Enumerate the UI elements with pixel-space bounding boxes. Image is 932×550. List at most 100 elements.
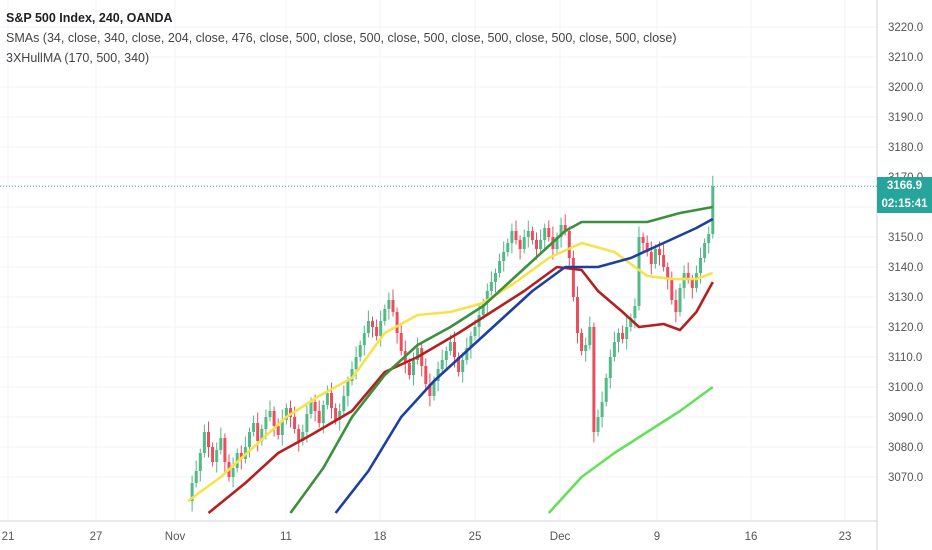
candle-body	[264, 417, 268, 429]
y-tick-label: 3220.0	[888, 22, 923, 34]
candle-body	[424, 366, 428, 384]
y-tick-label: 3080.0	[888, 442, 923, 454]
candle-body	[362, 333, 366, 345]
y-tick-label: 3110.0	[888, 352, 922, 364]
candle-body	[629, 318, 633, 327]
candle-body	[489, 282, 493, 291]
ma-line-34	[187, 241, 714, 503]
candle-body	[707, 234, 711, 243]
candle-body	[207, 432, 210, 447]
candle-body	[190, 483, 194, 501]
candle-body	[485, 291, 489, 303]
x-tick-label: 27	[90, 531, 103, 543]
candle-body	[284, 408, 288, 420]
x-tick-label: 11	[280, 531, 292, 543]
candle-body	[342, 396, 346, 411]
candle-body	[289, 408, 292, 417]
y-tick-label: 3120.0	[888, 322, 923, 334]
x-tick-label: Dec	[550, 531, 571, 543]
candle-body	[453, 342, 456, 357]
candle-body	[260, 429, 264, 441]
candle-body	[412, 360, 415, 375]
candle-body	[366, 321, 370, 333]
candle-body	[506, 243, 510, 252]
candle-body	[653, 249, 657, 264]
x-tick-label: 23	[839, 531, 852, 543]
candle-body	[321, 405, 325, 423]
candle-body	[563, 225, 567, 231]
candle-body	[444, 351, 448, 360]
candle-body	[383, 309, 387, 321]
candle-body	[596, 417, 600, 432]
candle-body	[592, 327, 596, 432]
candle-body	[399, 333, 403, 351]
candle-body	[498, 261, 502, 273]
x-tick-label: 9	[654, 531, 660, 543]
candle-body	[694, 273, 698, 288]
candle-body	[526, 231, 530, 237]
candle-body	[395, 312, 399, 333]
candle-body	[502, 252, 506, 261]
x-tick-label: 18	[374, 531, 387, 543]
bar-countdown-tag: 02:15:41	[877, 195, 932, 214]
candle-body	[567, 231, 571, 258]
hull-legend-label[interactable]: 3XHullMA (170, 500, 340)	[6, 51, 150, 65]
candle-body	[608, 357, 612, 378]
chart-legend: S&P 500 Index, 240, OANDA SMAs (34, clos…	[6, 8, 677, 68]
candle-body	[543, 228, 547, 240]
candle-body	[194, 471, 198, 483]
candle-body	[604, 378, 608, 402]
candle-body	[325, 393, 329, 405]
candle-body	[645, 243, 649, 252]
candle-body	[510, 231, 514, 243]
candle-body	[252, 423, 256, 432]
candle-body	[334, 408, 338, 420]
candle-body	[309, 402, 313, 414]
y-tick-label: 3180.0	[888, 142, 923, 154]
candle-body	[494, 273, 497, 282]
candle-body	[293, 417, 297, 429]
candle-body	[522, 237, 526, 249]
candle-body	[674, 300, 678, 312]
candle-body	[518, 240, 522, 249]
candle-body	[272, 411, 276, 426]
y-tick-label: 3200.0	[888, 82, 923, 94]
candle-body	[625, 327, 629, 339]
ma-line-340	[207, 265, 714, 515]
candle-body	[346, 381, 350, 396]
candle-body	[699, 258, 702, 273]
y-tick-label: 3090.0	[888, 412, 923, 424]
candle-body	[420, 348, 424, 366]
candle-body	[686, 273, 690, 279]
candle-body	[617, 333, 620, 342]
candle-body	[711, 186, 715, 234]
candle-body	[514, 231, 518, 240]
candle-body	[666, 267, 670, 279]
last-price-tag: 3166.9	[877, 177, 932, 196]
candle-body	[202, 432, 206, 453]
candle-body	[436, 369, 440, 381]
candle-body	[612, 342, 616, 357]
candle-body	[535, 240, 538, 249]
candle-body	[465, 348, 469, 360]
candle-body	[469, 336, 473, 348]
candle-body	[584, 345, 588, 351]
y-tick-label: 3190.0	[888, 112, 923, 124]
symbol-title[interactable]: S&P 500 Index, 240, OANDA	[6, 11, 173, 25]
candle-body	[219, 438, 223, 450]
candle-body	[662, 255, 666, 267]
candle-body	[198, 453, 202, 471]
y-tick-label: 3100.0	[888, 382, 923, 394]
candle-body	[555, 237, 559, 249]
sma-legend-label[interactable]: SMAs (34, close, 340, close, 204, close,…	[6, 31, 677, 45]
y-tick-label: 3070.0	[888, 472, 923, 484]
candle-body	[600, 402, 604, 417]
candle-body	[571, 258, 575, 297]
y-tick-label: 3140.0	[888, 262, 923, 274]
candle-body	[547, 228, 551, 237]
candle-body	[559, 225, 563, 237]
candle-body	[461, 360, 465, 372]
candle-body	[448, 342, 452, 351]
candle-body	[358, 345, 362, 357]
